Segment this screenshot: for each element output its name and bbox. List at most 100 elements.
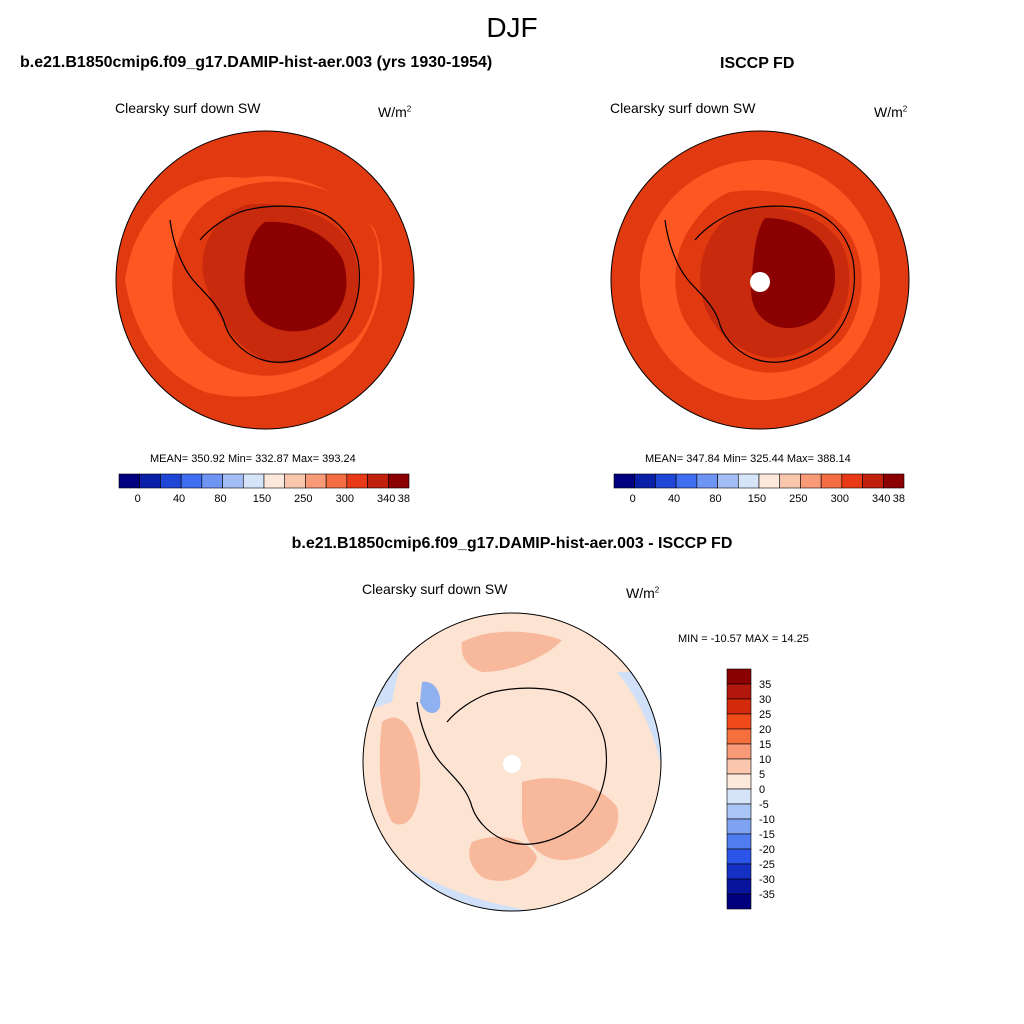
- panel2-coastline: [664, 205, 856, 363]
- panel3-colorbar-tick-label: -5: [759, 799, 769, 811]
- panel3-colorbar-box: [726, 863, 752, 880]
- panel2-colorbar-tick-label: 150: [748, 493, 766, 505]
- panel1-colorbar-box: [160, 473, 182, 489]
- panel2-map-border: [610, 130, 910, 430]
- panel1-colorbar-tick-label: 40: [173, 493, 185, 505]
- panel2-colorbar-box: [758, 473, 781, 489]
- panel3-colorbar: 35 30 25 20 15 10 5 0 -5 -10 -15 -20 -25 -30 -35: [726, 668, 775, 910]
- panel3-colorbar-tick-label: 0: [759, 784, 765, 796]
- panel3-colorbar-tick-label: -10: [759, 814, 775, 826]
- panel1-colorbar-tick-label: 300: [336, 493, 354, 505]
- panel1-colorbar-tick-label: 380: [398, 493, 410, 505]
- panel1-ice-core: [244, 221, 347, 332]
- panel3-colorbar-box: [726, 728, 752, 745]
- panel3-colorbar-tick-label: 30: [759, 694, 771, 706]
- panel3-colorbar-tick-label: 15: [759, 739, 771, 751]
- panel2-colorbar-box: [882, 473, 905, 489]
- panel1-colorbar-tick-label: 0: [135, 493, 141, 505]
- panel3-colorbar-tick-label: 35: [759, 679, 771, 691]
- panel2-units: W/m2: [874, 104, 908, 120]
- panel3-pos-region-s: [469, 837, 537, 881]
- panel3-colorbar-box: [726, 833, 752, 850]
- panel1-variable-label: Clearsky surf down SW: [115, 100, 261, 116]
- panel2-stats: MEAN= 347.84 Min= 325.44 Max= 388.14: [645, 453, 851, 465]
- panel3-variable-label: Clearsky surf down SW: [362, 581, 508, 597]
- panel1-colorbar-tick-label: 80: [214, 493, 226, 505]
- panel1-colorbar-box: [305, 473, 327, 489]
- panel3-pos-region-se: [521, 778, 619, 861]
- top-right-title: ISCCP FD: [720, 55, 795, 72]
- panel1-colorbar-tick-label: 340: [377, 493, 395, 505]
- panel3-minmax: MIN = -10.57 MAX = 14.25: [678, 633, 809, 645]
- panel2-colorbar-tick-label: 250: [789, 493, 807, 505]
- panel3-colorbar-box: [726, 788, 752, 805]
- panel2-colorbar-tick-label: 40: [668, 493, 680, 505]
- panel3-pos-region-n: [461, 631, 562, 672]
- panel2-map: [610, 130, 910, 430]
- panel2-colorbar-tick-label: 300: [831, 493, 849, 505]
- panel3-colorbar-box: [726, 818, 752, 835]
- panel1-colorbar-box: [180, 473, 203, 489]
- panel3-colorbar-tick-label: -30: [759, 874, 775, 886]
- panel3-colorbar-tick-label: 10: [759, 754, 771, 766]
- panel1-colorbar-tick-label: 150: [253, 493, 271, 505]
- panel1-colorbar-box: [201, 473, 223, 489]
- panel3-map: [362, 612, 662, 912]
- panel3-colorbar-box: [726, 743, 752, 760]
- panel2-colorbar-box: [634, 473, 656, 489]
- panel2-colorbar-box: [862, 473, 884, 489]
- panel2-colorbar-box: [737, 473, 760, 489]
- panel1-colorbar-box: [118, 473, 141, 489]
- panel3-neg-patch: [420, 681, 441, 714]
- panel2-colorbar-tick-label: 0: [630, 493, 636, 505]
- bottom-title: b.e21.B1850cmip6.f09_g17.DAMIP-hist-aer.…: [291, 535, 733, 552]
- panel1-stats: MEAN= 350.92 Min= 332.87 Max= 393.24: [150, 453, 356, 465]
- panel2-colorbar-tick-label: 340: [872, 493, 890, 505]
- panel2-colorbar-tick-label: 80: [709, 493, 721, 505]
- panel3-colorbar-tick-label: -25: [759, 859, 775, 871]
- season-title: DJF: [486, 12, 538, 43]
- panel2-colorbar-box: [696, 473, 718, 489]
- panel1-colorbar-box: [284, 473, 306, 489]
- panel3-colorbar-tick-label: -15: [759, 829, 775, 841]
- panel3-colorbar-box: [726, 668, 752, 685]
- panel1-coastline: [169, 205, 361, 363]
- panel1-colorbar-box: [387, 473, 410, 489]
- panel3-colorbar-tick-label: -20: [759, 844, 775, 856]
- panel2-colorbar-box: [820, 473, 843, 489]
- panel1-colorbar-box: [325, 473, 348, 489]
- panel2-colorbar-box: [779, 473, 801, 489]
- panel1-units: W/m2: [378, 104, 412, 120]
- panel3-colorbar-box: [726, 893, 752, 910]
- panel2-colorbar-box: [675, 473, 698, 489]
- panel1-map-border: [115, 130, 415, 430]
- panel3-colorbar-box: [726, 803, 752, 820]
- panel3-colorbar-box: [726, 713, 752, 730]
- panel2-colorbar-box: [841, 473, 863, 489]
- panel3-colorbar-tick-label: -35: [759, 889, 775, 901]
- panel3-colorbar-box: [726, 758, 752, 775]
- panel2-variable-label: Clearsky surf down SW: [610, 100, 756, 116]
- panel3-units: W/m2: [626, 585, 660, 601]
- panel1-colorbar-tick-label: 250: [294, 493, 312, 505]
- panel2-pole-hole: [750, 272, 770, 292]
- panel3-coastline: [416, 687, 608, 845]
- top-left-title: b.e21.B1850cmip6.f09_g17.DAMIP-hist-aer.…: [20, 54, 493, 71]
- panel3-colorbar-box: [726, 773, 752, 790]
- panel3-colorbar-tick-label: 20: [759, 724, 771, 736]
- panel2-colorbar-tick-label: 380: [893, 493, 905, 505]
- panel3-colorbar-box: [726, 698, 752, 715]
- panel1-colorbar-box: [367, 473, 389, 489]
- panel3-colorbar-box: [726, 878, 752, 895]
- panel1-colorbar-box: [222, 473, 244, 489]
- panel3-colorbar-tick-label: 5: [759, 769, 765, 781]
- panel1-colorbar-box: [263, 473, 286, 489]
- panel1-colorbar-box: [346, 473, 368, 489]
- panel3-colorbar-box: [726, 683, 752, 700]
- panel2-colorbar-box: [717, 473, 739, 489]
- panel1-colorbar-box: [139, 473, 161, 489]
- panel2-colorbar-box: [655, 473, 677, 489]
- panel2-ice-core: [751, 218, 836, 329]
